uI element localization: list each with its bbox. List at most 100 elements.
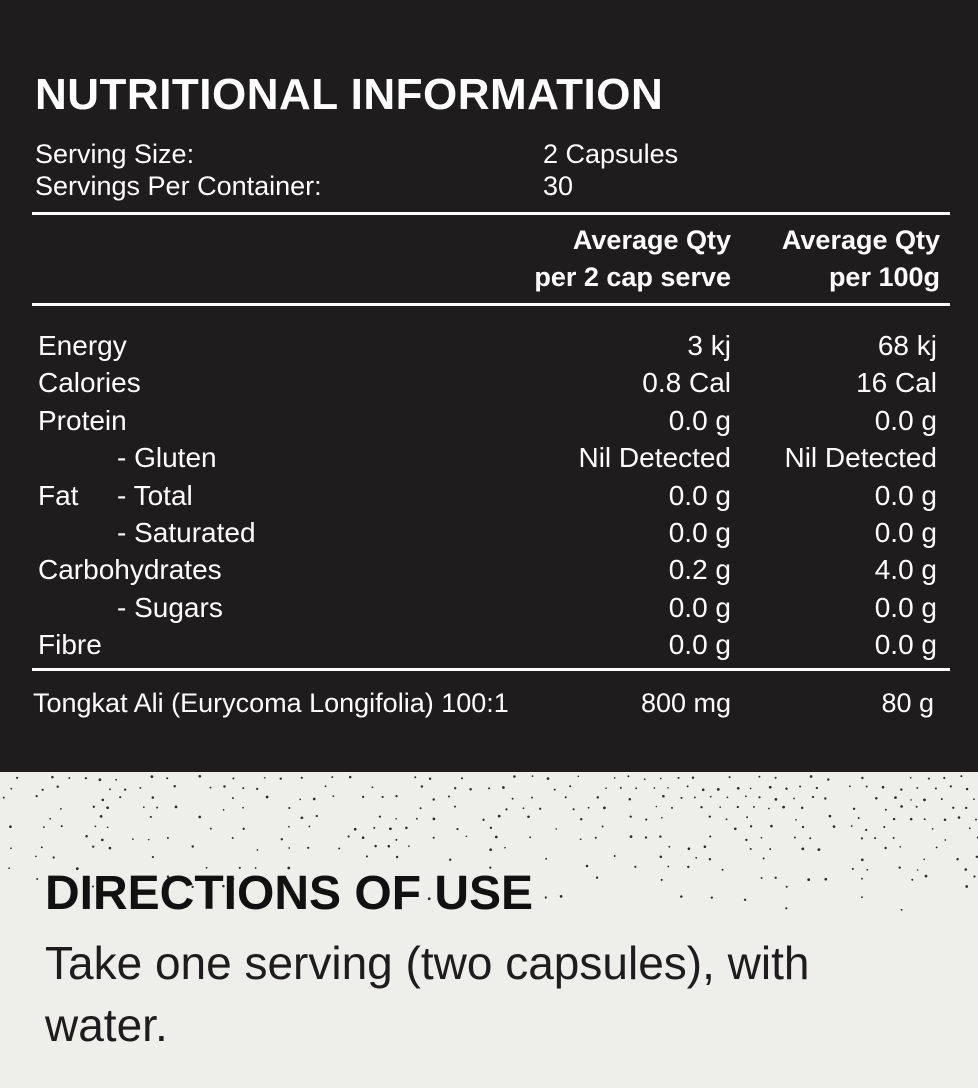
texture-dot <box>502 786 505 789</box>
texture-dot <box>884 808 887 811</box>
row-per-serve: Nil Detected <box>578 442 731 474</box>
texture-dot <box>108 846 112 850</box>
texture-dot <box>916 869 919 871</box>
serving-size-value: 2 Capsules <box>543 139 679 169</box>
texture-dot <box>892 837 895 839</box>
texture-dot <box>315 814 318 818</box>
texture-dot <box>531 796 533 799</box>
texture-dot <box>166 837 169 839</box>
texture-dot <box>387 844 391 848</box>
texture-dot <box>454 805 456 808</box>
texture-dot <box>242 787 245 790</box>
row-prefix: Fat <box>38 479 79 511</box>
texture-dot <box>256 787 259 790</box>
texture-dot <box>545 857 548 860</box>
texture-dot <box>205 866 208 869</box>
row-per-serve: 0.2 g <box>668 554 731 586</box>
texture-dot <box>875 797 878 800</box>
texture-dot <box>300 816 304 820</box>
texture-dot <box>173 784 176 788</box>
texture-dot <box>852 807 856 810</box>
row-per-100g: Nil Detected <box>784 442 937 474</box>
row-label: Carbohydrates <box>38 554 222 586</box>
texture-dot <box>91 885 95 888</box>
texture-dot <box>752 805 755 808</box>
texture-dot <box>824 877 828 881</box>
row-per-100g: 0.0 g <box>874 479 937 511</box>
texture-dot <box>559 895 563 898</box>
texture-dot <box>371 786 374 789</box>
texture-dot <box>531 775 534 777</box>
texture-dot <box>94 825 97 828</box>
texture-dot <box>927 777 930 780</box>
texture-dot <box>975 818 977 821</box>
row-per-100g: 0.0 g <box>874 591 937 623</box>
texture-dot <box>414 776 417 779</box>
texture-dot <box>288 847 291 849</box>
texture-dot <box>511 797 514 800</box>
texture-dot <box>222 884 225 888</box>
texture-dot <box>365 855 368 858</box>
texture-dot <box>242 827 245 830</box>
texture-dot <box>594 836 597 839</box>
texture-dot <box>774 776 777 779</box>
texture-dot <box>850 825 853 827</box>
texture-dot <box>800 806 804 810</box>
texture-dot <box>280 838 284 841</box>
texture-dot <box>603 806 606 810</box>
texture-dot <box>124 788 127 791</box>
texture-dot <box>769 848 772 851</box>
texture-dot <box>935 846 938 849</box>
texture-dot <box>405 826 408 830</box>
texture-dot <box>454 787 457 790</box>
texture-dot <box>166 777 169 780</box>
texture-dot <box>768 807 770 810</box>
texture-dot <box>909 817 913 821</box>
texture-dot <box>41 788 44 791</box>
texture-dot <box>579 838 582 841</box>
row-label: Energy <box>38 330 127 361</box>
texture-dot <box>35 855 37 858</box>
texture-dot <box>449 858 452 861</box>
texture-dot <box>613 855 616 857</box>
texture-dot <box>56 785 59 788</box>
texture-dot <box>240 887 243 891</box>
row-label: - Saturated <box>117 516 256 548</box>
texture-dot <box>782 805 785 809</box>
texture-dot <box>308 825 311 828</box>
texture-dot <box>827 778 830 781</box>
texture-dot <box>395 838 398 841</box>
nutrition-title: NUTRITIONAL INFORMATION <box>35 70 664 119</box>
texture-dot <box>577 775 580 778</box>
texture-dot <box>279 777 282 780</box>
texture-dot <box>16 776 19 779</box>
texture-dot <box>8 867 10 870</box>
texture-dot <box>634 865 637 868</box>
servings-per-container-label: Servings Per Container: <box>35 171 322 201</box>
texture-dot <box>52 856 55 859</box>
texture-dot <box>223 785 226 788</box>
texture-dot <box>489 866 492 869</box>
texture-dot <box>749 847 752 851</box>
texture-dot <box>828 814 832 818</box>
column-header-per-100g: Average Qty per 100g <box>782 222 940 296</box>
texture-dot <box>100 838 104 842</box>
texture-dot <box>432 798 435 801</box>
texture-dot <box>9 825 12 828</box>
texture-dot <box>191 885 194 889</box>
texture-dot <box>544 896 547 899</box>
texture-dot <box>745 795 747 798</box>
texture-dot <box>817 848 821 851</box>
row-per-100g: 16 Cal <box>856 367 937 399</box>
texture-dot <box>923 818 926 821</box>
texture-dot <box>596 796 600 799</box>
texture-dot <box>874 837 877 840</box>
texture-dot <box>900 788 903 791</box>
texture-dot <box>166 875 170 878</box>
texture-dot <box>142 806 145 809</box>
texture-dot <box>238 866 241 869</box>
texture-dot <box>10 847 12 850</box>
texture-dot <box>36 878 39 880</box>
texture-dot <box>460 777 464 780</box>
texture-dot <box>389 827 392 831</box>
